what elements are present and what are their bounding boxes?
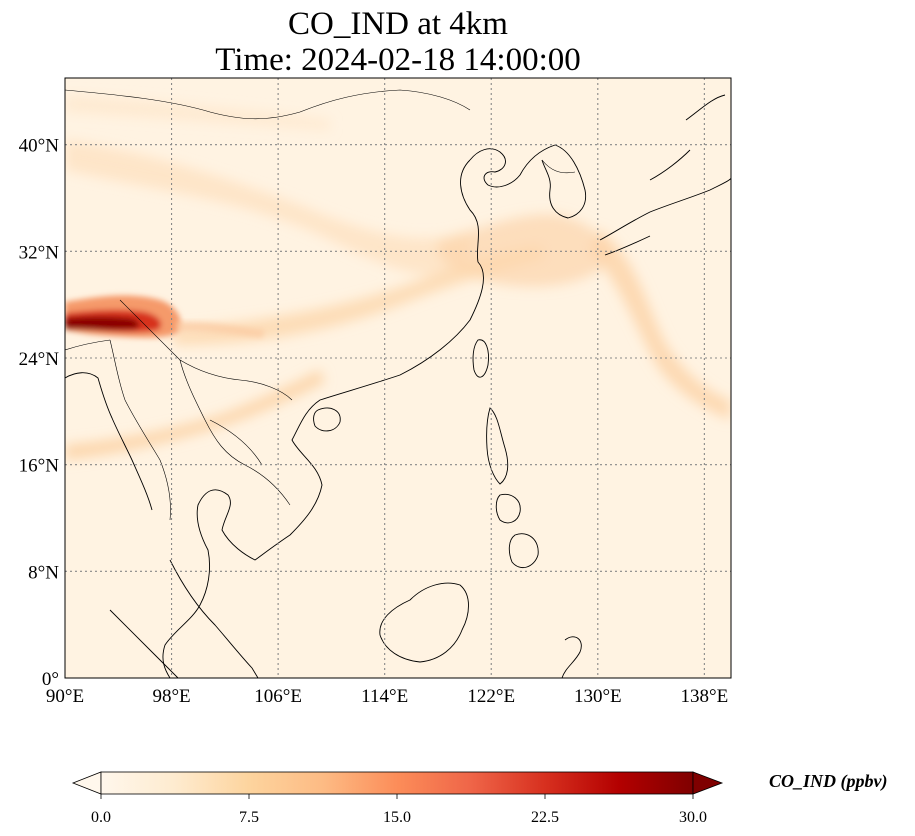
longitude-tick-labels: 90°E 98°E 106°E 114°E 122°E 130°E 138°E [46,686,728,707]
coastline-bengal [65,372,153,511]
colorbar-extend-low [71,771,102,795]
colorbar-gradient [100,771,694,795]
lon-tick-label: 90°E [46,686,84,707]
plume-northwest [65,140,470,275]
colorbar: 0.0 7.5 15.0 22.5 30.0 CO_IND (ppbv) [71,771,888,826]
colorbar-title: CO_IND (ppbv) [769,771,888,792]
gridlines [65,78,731,678]
coastline-japan [599,94,731,256]
border-china-southwest [119,299,293,401]
lon-tick-label: 130°E [574,686,622,707]
latitude-tick-labels: 0° 8°N 16°N 24°N 32°N 40°N [19,136,60,690]
lat-tick-label: 16°N [19,456,60,477]
coastline-visayas [495,493,539,569]
colorbar-extend-high [692,771,724,795]
plume-pacific-arc [590,230,731,420]
coastline-sulawesi [561,636,582,678]
lat-tick-label: 8°N [28,562,59,583]
plume-band-central [170,245,545,345]
lon-tick-label: 98°E [152,686,190,707]
lat-tick-label: 24°N [19,349,60,370]
map-title: CO_IND at 4km Time: 2024-02-18 14:00:00 [0,6,796,78]
coastline-bohai [469,144,556,188]
coastline-taiwan [472,339,489,378]
colorbar-tick-label: 7.5 [239,809,259,826]
plume-band-south [65,370,325,460]
colorbar-tick-label: 30.0 [679,809,707,826]
coastline-hainan [313,407,341,432]
title-line-1: CO_IND at 4km [288,6,508,42]
lon-tick-label: 106°E [254,686,302,707]
colorbar-tick-label: 22.5 [531,809,559,826]
plume-upper-left [65,95,330,130]
lat-tick-label: 40°N [19,136,60,157]
coastline-malay [169,559,259,678]
plume-core-inner [65,316,140,331]
concentration-plumes [65,95,731,460]
title-line-2: Time: 2024-02-18 14:00:00 [215,42,581,78]
lat-tick-label: 32°N [19,242,60,263]
country-borders [65,89,576,521]
coastline-borneo [379,582,469,663]
coastlines [65,94,731,678]
coastline-sumatra [109,609,179,678]
border-myanmar [109,339,171,521]
lon-tick-label: 138°E [681,686,729,707]
map-area [64,77,732,679]
colorbar-ticks: 0.0 7.5 15.0 22.5 30.0 [91,794,707,826]
coastline-luzon [486,407,509,485]
border-india-myanmar [65,339,111,351]
coastline-korea [541,144,587,219]
coastline-mainland [162,159,484,678]
colorbar-tick-label: 15.0 [383,809,411,826]
border-indochina [179,359,291,506]
map-frame [64,77,732,679]
lon-tick-label: 122°E [467,686,515,707]
plume-trail [175,321,265,338]
border-china-mongolia [65,89,471,120]
colorbar-tick-label: 0.0 [91,809,111,826]
border-korea [541,159,576,174]
lat-tick-label: 0° [42,669,59,690]
lon-tick-label: 114°E [361,686,408,707]
